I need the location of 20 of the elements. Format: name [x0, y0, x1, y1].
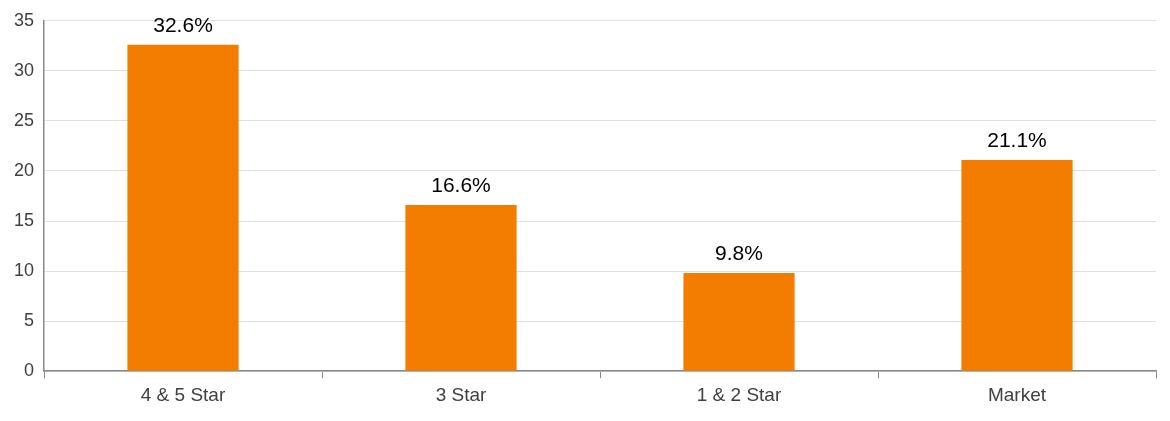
bar [127, 44, 239, 371]
data-label: 9.8% [715, 241, 763, 265]
x-tick-label: 1 & 2 Star [696, 383, 782, 405]
data-label: 21.1% [987, 128, 1047, 152]
y-tick-label: 10 [13, 260, 35, 281]
y-tick-label: 15 [13, 210, 35, 230]
y-tick-label: 20 [13, 159, 35, 180]
data-label: 16.6% [431, 173, 491, 197]
bar [405, 205, 517, 371]
bar [683, 273, 795, 371]
x-tick-label: 3 Star [435, 383, 488, 405]
y-tick-label: 5 [24, 310, 35, 331]
data-label: 32.6% [153, 13, 213, 37]
y-tick-label: 0 [24, 360, 35, 381]
y-tick-label: 25 [13, 109, 35, 130]
bar [961, 159, 1073, 371]
y-tick-label: 30 [13, 59, 35, 80]
x-tick-label: 4 & 5 Star [140, 383, 226, 405]
y-tick-label: 35 [13, 9, 35, 30]
x-tick-label: Market [987, 383, 1047, 405]
